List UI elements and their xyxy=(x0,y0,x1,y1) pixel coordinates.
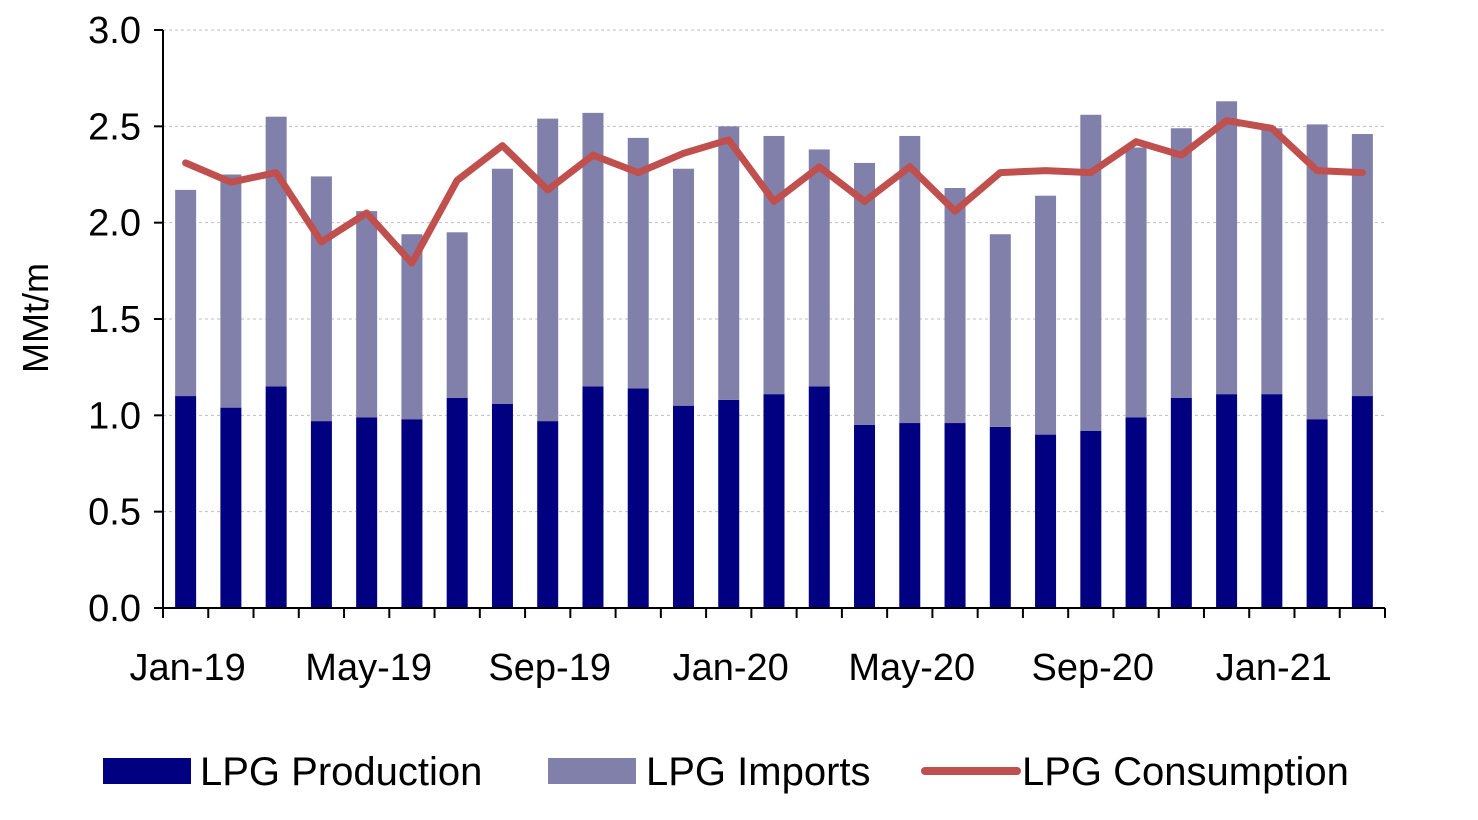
x-tick-label: Sep-19 xyxy=(488,647,611,689)
y-tick-label: 2.5 xyxy=(88,106,141,148)
bar-lpg-imports xyxy=(401,234,423,420)
bar-series xyxy=(175,101,1373,608)
bar-lpg-production xyxy=(808,386,830,608)
y-tick-label: 0.0 xyxy=(88,588,141,630)
bar-lpg-imports xyxy=(763,135,785,395)
y-tick-label: 0.5 xyxy=(88,492,141,534)
x-tick-label: Jan-19 xyxy=(130,647,246,689)
bar-lpg-imports xyxy=(1035,195,1057,435)
bar-lpg-production xyxy=(220,407,242,608)
bar-lpg-imports xyxy=(1306,124,1328,420)
x-tick-labels: Jan-19 May-19 Sep-19 Jan-20 May-20 Sep-20 Jan-… xyxy=(130,647,1332,689)
bar-lpg-imports xyxy=(175,189,197,397)
y-tick-label: 1.5 xyxy=(88,299,141,341)
bar-lpg-production xyxy=(491,403,513,608)
bar-lpg-imports xyxy=(718,126,740,400)
line-series xyxy=(182,117,1366,267)
bar-lpg-imports xyxy=(854,162,876,425)
line-lpg-consumption xyxy=(182,117,1366,267)
bar-lpg-production xyxy=(582,386,604,608)
bar-lpg-imports xyxy=(899,135,921,424)
bar-lpg-production xyxy=(672,405,694,608)
bar-lpg-imports xyxy=(310,176,332,422)
y-tick-label: 2.0 xyxy=(88,203,141,245)
legend-swatch-lpg-imports xyxy=(548,758,636,784)
y-tick-label: 1.0 xyxy=(88,395,141,437)
x-tick-label: Jan-20 xyxy=(673,647,789,689)
legend-swatch-lpg-production xyxy=(103,758,191,784)
bar-lpg-production xyxy=(537,421,559,608)
legend: LPG Production LPG Imports LPG Consumption xyxy=(103,750,1349,794)
bar-lpg-production xyxy=(899,423,921,608)
bar-lpg-production xyxy=(1216,394,1238,608)
bar-lpg-imports xyxy=(1261,128,1283,395)
bar-lpg-production xyxy=(1125,417,1147,608)
bar-lpg-production xyxy=(763,394,785,608)
bar-lpg-imports xyxy=(356,211,378,418)
bar-lpg-imports xyxy=(989,234,1011,427)
bar-lpg-production xyxy=(1080,430,1102,608)
x-tick-label: Jan-21 xyxy=(1216,647,1332,689)
bar-lpg-imports xyxy=(1125,147,1147,418)
legend-label-lpg-imports: LPG Imports xyxy=(646,750,871,794)
bar-lpg-production xyxy=(854,424,876,608)
x-tick-label: Sep-20 xyxy=(1032,647,1155,689)
axes xyxy=(154,29,1386,618)
bar-lpg-imports xyxy=(672,168,694,406)
bar-lpg-production xyxy=(1035,434,1057,608)
bar-lpg-production xyxy=(1261,394,1283,608)
legend-label-lpg-consumption: LPG Consumption xyxy=(1022,750,1349,794)
y-tick-label: 3.0 xyxy=(88,10,141,52)
bar-lpg-imports xyxy=(1080,114,1102,431)
y-tick-labels: 0.0 0.5 1.0 1.5 2.0 2.5 3.0 xyxy=(88,10,141,630)
legend-label-lpg-production: LPG Production xyxy=(200,750,482,794)
bar-lpg-production xyxy=(1170,397,1192,608)
x-tick-label: May-20 xyxy=(848,647,975,689)
x-tick-label: May-19 xyxy=(305,647,432,689)
bar-lpg-imports xyxy=(491,168,513,404)
bar-lpg-imports xyxy=(446,232,468,398)
bar-lpg-production xyxy=(944,423,966,608)
bar-lpg-production xyxy=(627,388,649,608)
bar-lpg-imports xyxy=(582,112,604,387)
bar-lpg-production xyxy=(356,417,378,608)
bar-lpg-imports xyxy=(1170,128,1192,398)
bar-lpg-production xyxy=(1306,419,1328,608)
bar-lpg-imports xyxy=(1351,134,1373,397)
bar-lpg-production xyxy=(310,421,332,608)
bar-lpg-production xyxy=(989,426,1011,608)
bar-lpg-imports xyxy=(220,174,242,408)
bar-lpg-production xyxy=(718,399,740,608)
bar-lpg-imports xyxy=(808,149,830,387)
bar-lpg-production xyxy=(265,386,287,608)
bar-lpg-production xyxy=(401,419,423,608)
bar-lpg-production xyxy=(1351,396,1373,608)
bar-lpg-imports xyxy=(265,116,287,387)
bar-lpg-imports xyxy=(944,187,966,424)
bar-lpg-production xyxy=(446,397,468,608)
bar-lpg-production xyxy=(175,396,197,608)
bar-lpg-imports xyxy=(627,137,649,389)
bar-lpg-imports xyxy=(1216,101,1238,395)
y-axis-title: MMt/m xyxy=(15,263,56,373)
bar-lpg-imports xyxy=(537,118,559,422)
